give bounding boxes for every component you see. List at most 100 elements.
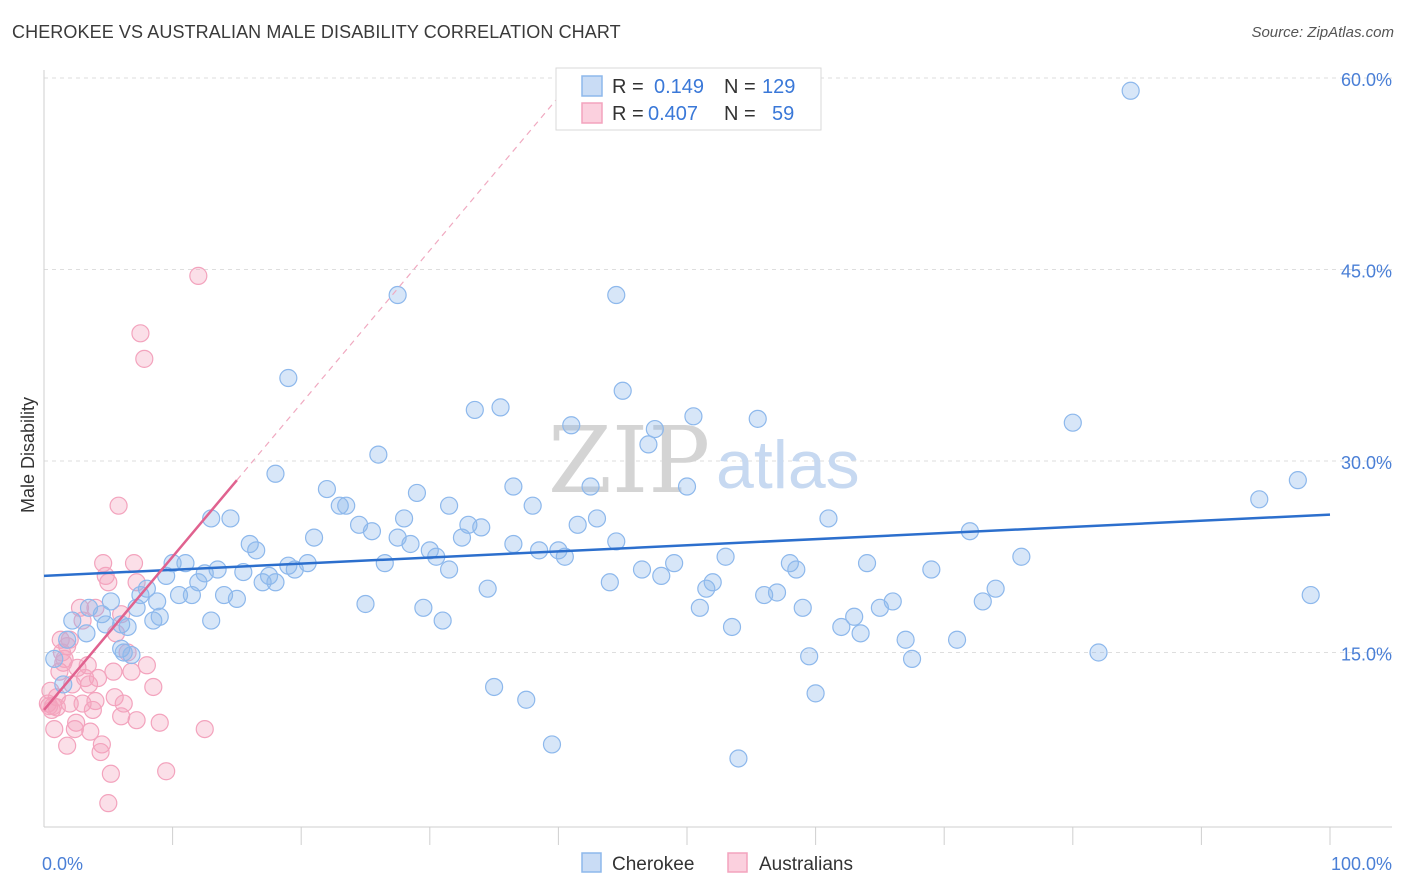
cherokee-point — [883, 592, 902, 611]
cherokee-point — [63, 611, 82, 630]
australians-point — [137, 656, 156, 675]
cherokee-point — [176, 554, 195, 573]
cherokee-point — [1063, 413, 1082, 432]
watermark: ZIP atlas — [548, 407, 860, 514]
cherokee-point — [375, 554, 394, 573]
cherokee-point — [716, 547, 735, 566]
cherokee-point — [665, 554, 684, 573]
bottom-legend: Cherokee Australians — [581, 852, 853, 875]
australians-point — [135, 349, 154, 368]
australians-point — [51, 630, 70, 649]
cherokee-point — [485, 677, 504, 697]
bottom-legend-australians: Australians — [759, 854, 853, 875]
x-tick-label: 0.0% — [42, 854, 83, 874]
cherokee-point — [266, 464, 285, 483]
legend-n-label: N = — [724, 103, 756, 125]
cherokee-point — [767, 583, 787, 602]
bottom-legend-swatch-australians — [727, 852, 748, 873]
cherokee-point — [562, 416, 581, 435]
cherokee-point — [922, 560, 941, 579]
cherokee-point — [433, 611, 452, 630]
cherokee-point — [1089, 643, 1108, 662]
cherokee-point — [857, 554, 877, 573]
australians-point — [157, 762, 176, 781]
australians-point — [144, 677, 163, 697]
legend-n-value: 59 — [772, 103, 794, 125]
cherokee-point — [793, 598, 812, 617]
cherokee-point — [613, 381, 632, 400]
axes — [43, 70, 1392, 828]
australians-point — [101, 764, 120, 783]
source-credit: Source: ZipAtlas.com — [1251, 24, 1394, 41]
australians-point — [58, 736, 77, 755]
cherokee-point — [279, 368, 298, 388]
bottom-legend-swatch-cherokee — [581, 852, 602, 873]
legend-row-australians: R = 0.407 N = 59 — [581, 102, 794, 125]
australians-point — [189, 266, 208, 285]
cherokee-point — [832, 617, 851, 637]
cherokee-point — [973, 592, 992, 611]
cherokee-point — [504, 534, 523, 554]
cherokee-point — [227, 589, 246, 608]
cherokee-point — [491, 398, 510, 417]
cherokee-point — [439, 560, 459, 579]
cherokee-point — [1301, 585, 1320, 605]
cherokee-point — [632, 560, 652, 579]
cherokee-point — [407, 483, 427, 503]
y-tick-label: 45.0% — [1341, 262, 1392, 282]
cherokee-point — [703, 573, 722, 592]
cherokee-trend-line — [43, 513, 1331, 578]
cherokee-point — [787, 560, 806, 579]
cherokee-point — [600, 573, 619, 592]
legend-swatch-australians — [581, 102, 603, 124]
legend-n-value: 129 — [762, 76, 795, 98]
cherokee-point — [902, 649, 922, 668]
legend-r-value: 0.407 — [648, 103, 698, 125]
australians-point — [86, 691, 105, 711]
cherokee-point — [317, 479, 337, 499]
cherokee-point — [504, 477, 523, 496]
bottom-legend-cherokee: Cherokee — [612, 854, 694, 875]
y-axis-label: Male Disability — [18, 397, 38, 513]
cherokee-point — [652, 566, 671, 586]
australians-point — [104, 662, 123, 681]
cherokee-point — [722, 617, 742, 637]
cherokee-point — [581, 477, 600, 496]
cherokee-point — [163, 554, 182, 573]
australians-point — [91, 742, 110, 762]
australians-point — [150, 713, 169, 732]
cherokee-point — [677, 477, 697, 496]
cherokee-point — [947, 630, 967, 649]
cherokee-point — [266, 573, 285, 592]
cherokee-point — [530, 541, 549, 560]
cherokee-point — [729, 749, 748, 768]
y-tick-label: 30.0% — [1341, 453, 1392, 473]
cherokee-point — [388, 285, 407, 305]
cherokee-point — [607, 532, 626, 551]
cherokee-point — [77, 624, 96, 643]
legend-r-value: 0.149 — [654, 76, 704, 98]
cherokee-point — [896, 630, 915, 649]
cherokee-point — [1012, 547, 1031, 566]
cherokee-point — [330, 496, 349, 515]
cherokee-point — [221, 509, 240, 528]
cherokee-point — [800, 647, 819, 666]
australians-point — [131, 324, 150, 343]
y-tick-label: 15.0% — [1341, 645, 1392, 665]
cherokee-point — [247, 541, 266, 560]
australians-point — [45, 719, 64, 739]
cherokee-point — [401, 534, 420, 554]
cherokee-point — [607, 285, 626, 305]
australians-point — [122, 662, 141, 681]
cherokee-point — [845, 607, 864, 626]
legend-swatch-cherokee — [581, 75, 603, 97]
australians-point — [112, 707, 131, 726]
cherokee-point — [542, 735, 562, 754]
cherokee-point — [690, 598, 709, 617]
cherokee-point — [150, 607, 169, 626]
cherokee-point — [523, 496, 542, 515]
x-tick-label: 100.0% — [1331, 854, 1392, 874]
cherokee-point — [465, 400, 484, 420]
cherokee-point — [684, 407, 703, 426]
cherokee-point — [819, 509, 838, 528]
